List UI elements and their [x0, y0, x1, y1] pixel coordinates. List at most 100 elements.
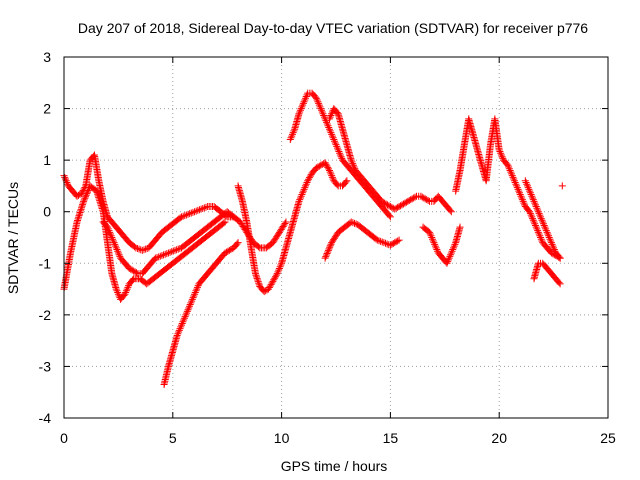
data-point	[190, 292, 198, 300]
data-point	[430, 239, 438, 247]
data-point	[188, 295, 196, 303]
data-point	[161, 250, 169, 258]
data-point	[338, 154, 346, 162]
data-point	[123, 285, 131, 293]
data-point	[446, 252, 454, 260]
data-point	[404, 197, 412, 205]
data-point	[527, 211, 535, 219]
data-point	[173, 246, 181, 254]
data-point	[508, 172, 516, 180]
data-point	[505, 163, 513, 171]
data-point	[131, 268, 139, 276]
y-tick-label: 2	[43, 101, 51, 117]
data-point	[534, 227, 542, 235]
data-point	[332, 141, 340, 149]
data-point	[326, 243, 334, 251]
data-point	[179, 212, 187, 220]
data-point	[296, 108, 304, 116]
data-point	[342, 178, 350, 186]
data-point	[518, 194, 526, 202]
data-point	[549, 242, 557, 250]
data-point	[122, 289, 130, 297]
data-point	[530, 218, 538, 226]
data-point	[202, 203, 210, 211]
data-point	[251, 270, 259, 278]
data-point	[402, 198, 410, 206]
data-point	[533, 204, 541, 212]
data-point	[181, 313, 189, 321]
data-point	[386, 213, 394, 221]
data-point	[289, 129, 297, 137]
data-point	[77, 207, 85, 215]
data-point	[114, 289, 122, 297]
data-point	[401, 199, 409, 207]
data-point	[290, 127, 298, 135]
data-point	[325, 166, 333, 174]
data-point	[325, 245, 333, 253]
data-point	[269, 277, 277, 285]
data-point	[252, 271, 260, 279]
data-point	[510, 177, 518, 185]
data-point	[320, 111, 328, 119]
data-point	[96, 197, 104, 205]
data-point	[420, 194, 428, 202]
data-point	[323, 118, 331, 126]
data-point	[540, 221, 548, 229]
data-point	[383, 201, 391, 209]
data-point	[347, 156, 355, 164]
data-point	[391, 205, 399, 213]
data-point	[321, 159, 329, 167]
data-point	[178, 321, 186, 329]
data-point	[542, 227, 550, 235]
data-point	[125, 282, 133, 290]
data-point	[97, 200, 105, 208]
data-point	[350, 163, 358, 171]
data-point	[517, 192, 525, 200]
data-point	[177, 323, 185, 331]
data-point	[79, 199, 87, 207]
data-point	[386, 241, 394, 249]
data-point	[547, 237, 555, 245]
data-point	[303, 178, 311, 186]
data-point	[131, 243, 139, 251]
data-point	[127, 265, 135, 273]
data-point	[110, 239, 118, 247]
data-point	[372, 235, 380, 243]
data-point	[133, 244, 141, 252]
data-point	[450, 244, 458, 252]
data-point	[64, 180, 72, 188]
data-point	[350, 219, 358, 227]
data-point	[429, 237, 437, 245]
data-point	[514, 185, 522, 193]
data-point	[253, 273, 261, 281]
data-point	[191, 289, 199, 297]
data-point	[526, 189, 534, 197]
y-tick-label: 0	[43, 204, 51, 220]
data-point	[521, 177, 529, 185]
data-point	[302, 93, 310, 101]
data-point	[349, 219, 357, 227]
data-point	[132, 244, 140, 252]
data-point	[343, 177, 351, 185]
data-point	[84, 188, 92, 196]
data-point	[153, 253, 161, 261]
data-point	[174, 245, 182, 253]
data-point	[451, 240, 459, 248]
data-point	[326, 168, 334, 176]
data-point	[389, 240, 397, 248]
data-point	[192, 287, 200, 295]
data-point	[544, 230, 552, 238]
data-point	[187, 299, 195, 307]
data-point	[324, 248, 332, 256]
data-point	[76, 209, 84, 217]
data-point	[392, 204, 400, 212]
data-point	[302, 94, 310, 102]
data-point	[443, 259, 451, 267]
data-point	[168, 248, 176, 256]
data-point	[111, 242, 119, 250]
data-point	[282, 218, 290, 226]
data-point	[328, 173, 336, 181]
data-point	[394, 203, 402, 211]
data-point	[317, 161, 325, 169]
data-point	[349, 161, 357, 169]
